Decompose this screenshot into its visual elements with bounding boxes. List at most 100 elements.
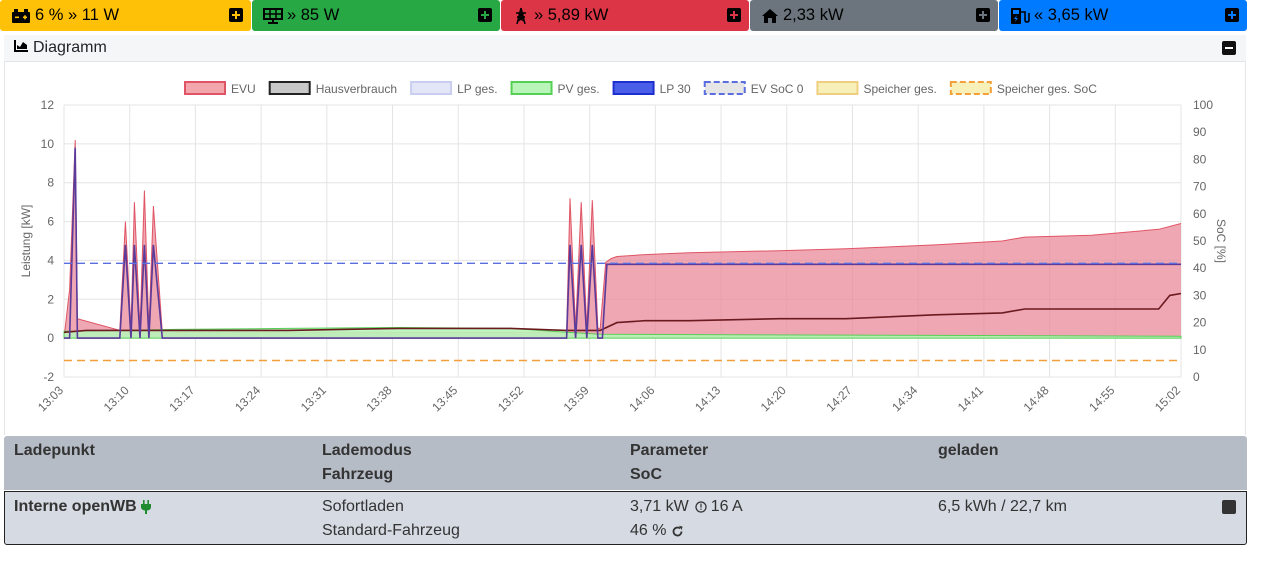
expand-charging-icon[interactable] bbox=[1225, 8, 1239, 22]
x-tick-label: 14:34 bbox=[889, 383, 920, 414]
header-lademodus: Lademodus bbox=[322, 442, 412, 459]
x-tick-label: 13:10 bbox=[101, 383, 132, 414]
hausverbrauch-line bbox=[63, 292, 1182, 334]
legend-swatch bbox=[612, 81, 655, 95]
x-tick-label: 14:13 bbox=[692, 383, 723, 414]
home-icon bbox=[761, 8, 779, 24]
solar-panel-icon bbox=[263, 7, 283, 24]
y-tick-label: -2 bbox=[43, 370, 54, 384]
diagram-header[interactable]: Diagramm bbox=[4, 35, 1246, 62]
legend-swatch bbox=[703, 81, 746, 95]
area-chart-icon bbox=[14, 39, 29, 57]
refresh-icon[interactable] bbox=[671, 525, 684, 538]
power-chart: -2 0 2 4 6 8 10 12 0 10 20 30 40 50 60 70 80 90 100 13:03 13… bbox=[19, 81, 1228, 414]
battery-value: 6 % » 11 W bbox=[35, 6, 120, 24]
y2-tick-label: 0 bbox=[1193, 370, 1200, 384]
header-parameter: Parameter bbox=[630, 442, 709, 459]
y2-tick-label: 10 bbox=[1193, 343, 1207, 357]
y-tick-label: 4 bbox=[47, 253, 54, 267]
y2-tick-label: 30 bbox=[1193, 288, 1207, 302]
expand-pv-icon[interactable] bbox=[478, 8, 492, 22]
charge-power: 3,71 kW bbox=[630, 498, 689, 515]
vehicle-soc: 46 % bbox=[630, 522, 667, 539]
y-tick-label: 10 bbox=[41, 137, 55, 151]
legend-label: PV ges. bbox=[558, 82, 600, 96]
x-tick-label: 13:24 bbox=[232, 383, 263, 414]
y-axis-title: Leistung [kW] bbox=[19, 205, 33, 278]
x-tick-label: 14:48 bbox=[1021, 383, 1052, 414]
house-value: 2,33 kW bbox=[783, 6, 844, 24]
pv-value: » 85 W bbox=[287, 6, 340, 24]
table-row[interactable]: Interne openWB Sofortladen Standard-Fahr… bbox=[4, 491, 1247, 545]
legend-label: EV SoC 0 bbox=[751, 82, 804, 96]
x-tick-label: 15:02 bbox=[1152, 383, 1183, 414]
legend-swatch bbox=[510, 81, 553, 95]
y2-axis-title: SoC [%] bbox=[1214, 219, 1228, 263]
charging-tile[interactable]: « 3,65 kW bbox=[999, 0, 1247, 31]
x-tick-label: 13:45 bbox=[429, 383, 460, 414]
y2-tick-label: 60 bbox=[1193, 207, 1207, 221]
lp30-line bbox=[64, 147, 1181, 339]
x-tick-label: 14:55 bbox=[1086, 383, 1117, 414]
diagram-title: Diagramm bbox=[33, 39, 107, 56]
y2-tick-label: 90 bbox=[1193, 125, 1207, 139]
info-circle-icon bbox=[695, 501, 707, 513]
battery-tile[interactable]: 6 % » 11 W bbox=[0, 0, 251, 31]
expand-house-icon[interactable] bbox=[976, 8, 990, 22]
vehicle-name[interactable]: Standard-Fahrzeug bbox=[322, 522, 460, 539]
x-tick-label: 13:52 bbox=[495, 383, 526, 414]
house-tile[interactable]: 2,33 kW bbox=[750, 0, 998, 31]
car-battery-icon bbox=[11, 8, 31, 24]
table-header: Ladepunkt Lademodus Fahrzeug Parameter S… bbox=[4, 436, 1247, 490]
y-tick-label: 12 bbox=[41, 98, 55, 112]
y2-tick-label: 40 bbox=[1193, 261, 1207, 275]
plug-icon bbox=[140, 500, 151, 514]
legend-swatch bbox=[184, 81, 226, 95]
charging-value: « 3,65 kW bbox=[1034, 6, 1109, 24]
power-grid-icon bbox=[512, 7, 530, 25]
x-tick-label: 13:38 bbox=[364, 383, 395, 414]
grid-tile[interactable]: » 5,89 kW bbox=[501, 0, 749, 31]
legend-label: EVU bbox=[231, 82, 256, 96]
header-soc: SoC bbox=[630, 466, 662, 483]
charged-energy: 6,5 kWh / 22,7 km bbox=[938, 498, 1067, 515]
y-tick-label: 2 bbox=[47, 292, 54, 306]
legend-label: Speicher ges. bbox=[863, 82, 936, 96]
expand-battery-icon[interactable] bbox=[229, 8, 243, 22]
y2-tick-label: 20 bbox=[1193, 316, 1207, 330]
chart-area: -2 0 2 4 6 8 10 12 0 10 20 30 40 50 60 70 80 90 100 13:03 13… bbox=[4, 62, 1246, 435]
legend-label: LP 30 bbox=[660, 82, 691, 96]
x-tick-label: 14:20 bbox=[758, 383, 789, 414]
legend-swatch bbox=[816, 81, 859, 95]
legend-swatch bbox=[268, 81, 311, 95]
x-tick-label: 13:17 bbox=[166, 383, 197, 414]
expand-row-icon[interactable] bbox=[1222, 500, 1236, 514]
legend-label: LP ges. bbox=[457, 82, 497, 96]
status-bar: 6 % » 11 W » 85 W » 5,89 kW 2,33 kW « 3,… bbox=[0, 0, 1273, 32]
expand-grid-icon[interactable] bbox=[727, 8, 741, 22]
y2-tick-label: 100 bbox=[1193, 98, 1213, 112]
y2-tick-label: 50 bbox=[1193, 234, 1207, 248]
chargepoint-table: Ladepunkt Lademodus Fahrzeug Parameter S… bbox=[4, 436, 1247, 545]
header-ladepunkt: Ladepunkt bbox=[14, 442, 95, 459]
x-tick-label: 13:03 bbox=[35, 383, 66, 414]
pv-tile[interactable]: » 85 W bbox=[252, 0, 500, 31]
evu-area bbox=[64, 140, 1181, 339]
x-tick-label: 14:41 bbox=[955, 383, 986, 414]
legend-label: Speicher ges. SoC bbox=[997, 82, 1097, 96]
y-tick-label: 6 bbox=[47, 215, 54, 229]
grid-value: » 5,89 kW bbox=[534, 6, 609, 24]
chargepoint-name: Interne openWB bbox=[14, 498, 137, 515]
legend-label: Hausverbrauch bbox=[316, 82, 397, 96]
y-tick-label: 0 bbox=[47, 331, 54, 345]
header-geladen: geladen bbox=[938, 442, 999, 459]
x-tick-label: 14:27 bbox=[823, 383, 854, 414]
charge-mode[interactable]: Sofortladen bbox=[322, 498, 404, 515]
legend-swatch bbox=[410, 81, 453, 95]
x-tick-label: 13:59 bbox=[561, 383, 592, 414]
charge-current: 16 A bbox=[710, 498, 743, 515]
charging-station-icon bbox=[1010, 7, 1030, 25]
y2-tick-label: 80 bbox=[1193, 152, 1207, 166]
legend-swatch bbox=[949, 81, 992, 95]
collapse-icon[interactable] bbox=[1222, 41, 1236, 55]
